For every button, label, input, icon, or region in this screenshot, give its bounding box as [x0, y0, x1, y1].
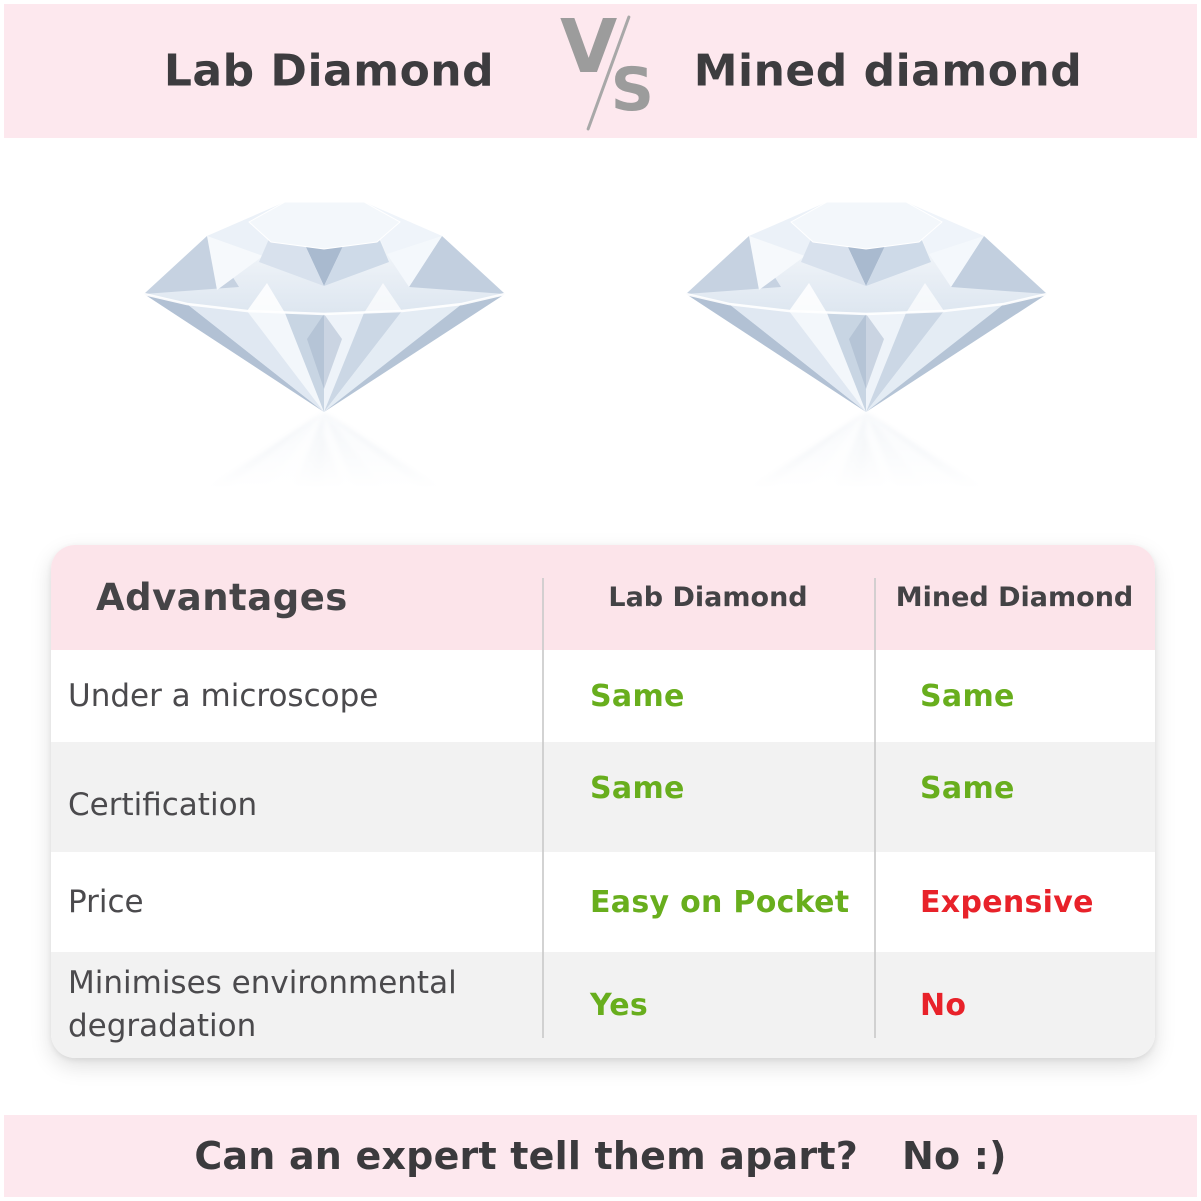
table-row: Price Easy on Pocket Expensive: [51, 852, 1155, 952]
mined-column-header: Mined Diamond: [895, 582, 1134, 613]
diamond-illustration-svg: [679, 200, 1054, 514]
advantages-header: Advantages: [96, 576, 348, 619]
table-header-row: Advantages Lab Diamond Mined Diamond: [51, 545, 1155, 650]
row-label: Price: [68, 883, 144, 920]
lab-value: Easy on Pocket: [590, 884, 850, 920]
comparison-table: Advantages Lab Diamond Mined Diamond Und…: [51, 545, 1155, 1058]
lab-value: Same: [590, 678, 685, 714]
diamond-illustration-svg: [137, 200, 512, 514]
footer-band: Can an expert tell them apart? No :): [4, 1115, 1197, 1197]
lab-diamond-image: [137, 184, 512, 514]
mined-value: Same: [920, 770, 1015, 806]
footer-answer: No :): [901, 1134, 1007, 1178]
mined-value: Same: [920, 678, 1015, 714]
header-band: Lab Diamond V S Mined diamond: [4, 4, 1197, 138]
row-label: Minimises environmental degradation: [68, 965, 457, 1044]
table-row: Under a microscope Same Same: [51, 650, 1155, 742]
mined-diamond-title: Mined diamond: [693, 45, 1083, 97]
column-divider: [874, 578, 876, 1038]
vs-emblem: V S: [560, 10, 654, 131]
row-label: Certification: [68, 786, 258, 823]
table-row: Minimises environmental degradation Yes …: [51, 952, 1155, 1058]
mined-value: No: [920, 987, 967, 1023]
column-divider: [542, 578, 544, 1038]
lab-value: Yes: [590, 987, 649, 1023]
lab-diamond-title: Lab Diamond: [163, 45, 495, 97]
mined-diamond-image: [679, 184, 1054, 514]
table-row: Certification Same Same: [51, 742, 1155, 852]
vs-letter-s: S: [610, 55, 654, 125]
lab-value: Same: [590, 770, 685, 806]
mined-value: Expensive: [920, 884, 1094, 920]
footer-question: Can an expert tell them apart?: [194, 1134, 858, 1178]
lab-column-header: Lab Diamond: [608, 582, 808, 613]
row-label: Under a microscope: [68, 677, 379, 714]
